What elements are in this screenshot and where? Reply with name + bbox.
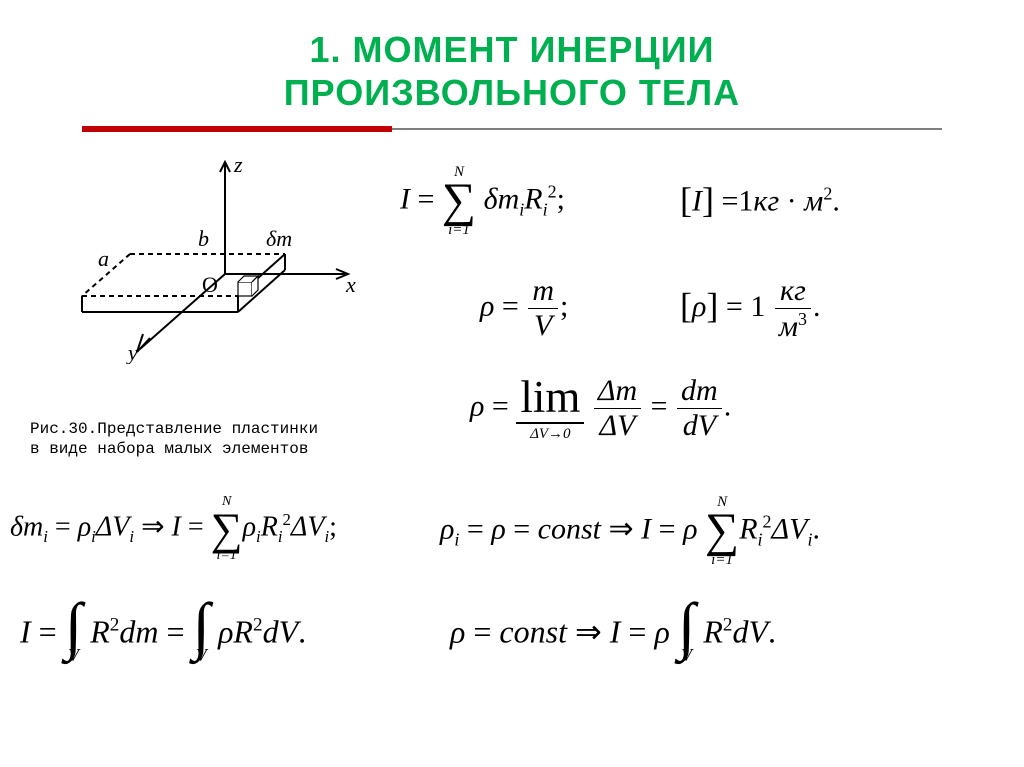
- eq-const-density-sum: ρi = ρ = const ⇒ I = ρ N ∑ i=1 Ri2ΔVi.: [440, 494, 820, 569]
- axis-x-label: x: [345, 272, 356, 297]
- figure-caption: Рис.30.Представление пластинки в виде на…: [30, 419, 380, 459]
- dim-b-label: b: [198, 226, 209, 251]
- rule-gray-segment: [392, 128, 942, 130]
- axis-y-label: y: [126, 340, 138, 364]
- content-area: z x y a b O δm Рис.30.Представление плас…: [0, 144, 1024, 754]
- title-line-2: ПРОИЗВОЛЬНОГО ТЕЛА: [284, 72, 740, 113]
- title-rule: [82, 126, 942, 132]
- eq-density-limit: ρ = lim ΔV→0 ΔmΔV = dmdV.: [470, 374, 731, 443]
- caption-line-1: Рис.30.Представление пластинки: [30, 420, 318, 438]
- eq-const-integral: ρ = const ⇒ I = ρ ∫V R2dV.: [450, 604, 776, 666]
- axis-z-label: z: [233, 154, 243, 177]
- rule-red-segment: [82, 126, 392, 132]
- slide-title: 1. МОМЕНТ ИНЕРЦИИ ПРОИЗВОЛЬНОГО ТЕЛА: [0, 0, 1024, 126]
- plate-diagram: z x y a b O δm: [70, 154, 360, 364]
- eq-integral-form: I = ∫V R2dm = ∫V ρR2dV.: [20, 604, 306, 666]
- eq-moment-unit: [I] =1кг · м2.: [680, 179, 840, 221]
- eq-dm-expand: δmi = ρiΔVi ⇒ I = N ∑ i=1 ρiRi2ΔVi;: [10, 494, 337, 564]
- eq-density-unit: [ρ] = 1 кгм3.: [680, 274, 820, 344]
- title-line-1: 1. МОМЕНТ ИНЕРЦИИ: [310, 29, 715, 70]
- eq-moment-sum: I = N ∑ i=1 δmiRi2;: [400, 164, 565, 239]
- eq-density: ρ = mV;: [480, 274, 568, 343]
- caption-line-2: в виде набора малых элементов: [30, 440, 308, 458]
- origin-label: O: [202, 272, 218, 297]
- dim-a-label: a: [98, 246, 109, 271]
- dm-label: δm: [266, 226, 292, 251]
